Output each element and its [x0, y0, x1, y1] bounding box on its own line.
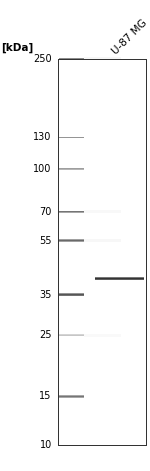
Text: 70: 70 [39, 207, 52, 217]
Text: [kDa]: [kDa] [2, 43, 34, 53]
Text: 35: 35 [39, 290, 52, 300]
Text: 25: 25 [39, 330, 52, 340]
Text: 55: 55 [39, 236, 52, 245]
Text: 250: 250 [33, 54, 52, 64]
FancyBboxPatch shape [58, 59, 146, 445]
Text: 130: 130 [33, 132, 52, 142]
FancyBboxPatch shape [84, 210, 121, 213]
FancyBboxPatch shape [84, 334, 121, 337]
Text: U-87 MG: U-87 MG [110, 18, 149, 57]
Text: 10: 10 [39, 440, 52, 450]
FancyBboxPatch shape [84, 239, 121, 242]
Text: 100: 100 [33, 164, 52, 174]
Text: 15: 15 [39, 391, 52, 401]
FancyBboxPatch shape [84, 57, 121, 60]
